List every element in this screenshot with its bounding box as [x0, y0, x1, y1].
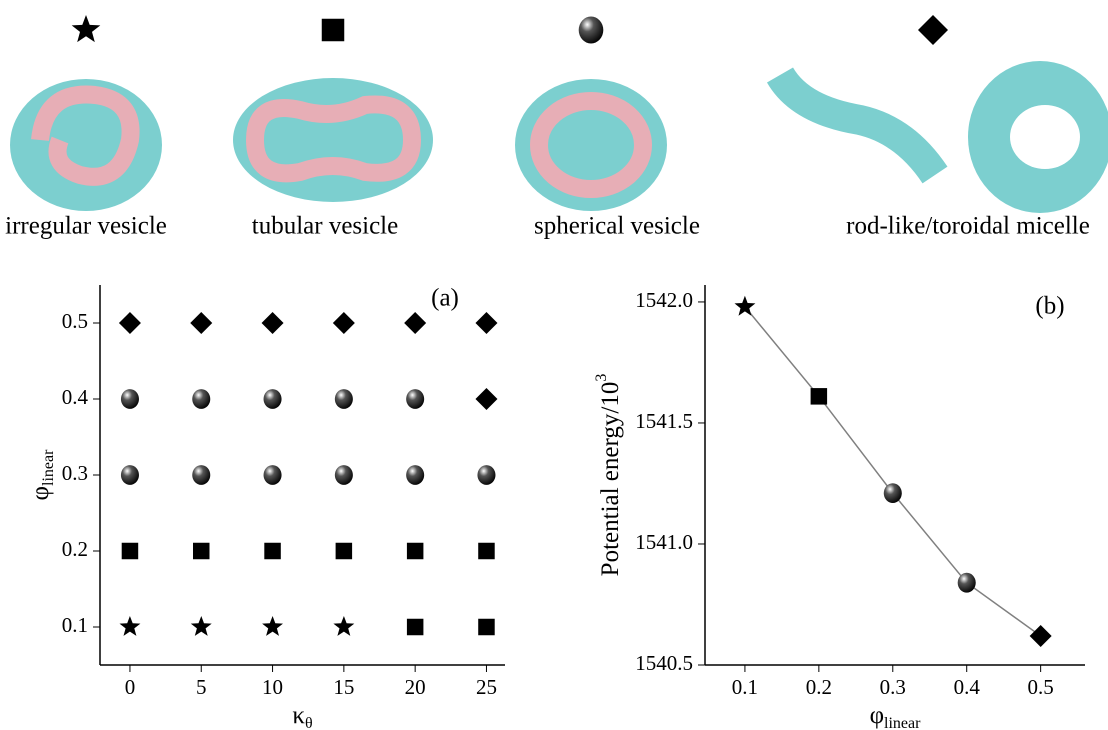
- y-tick-label: 0.2: [62, 537, 88, 561]
- y-tick-label: 0.4: [62, 385, 89, 409]
- y-tick-label: 1542.0: [635, 288, 693, 312]
- square-marker: [406, 618, 424, 636]
- x-tick-label: 5: [196, 675, 207, 699]
- diamond-marker: [1029, 624, 1052, 647]
- sphere-marker: [334, 389, 353, 409]
- star-marker: [71, 15, 101, 43]
- x-axis-label: φlinear: [870, 702, 922, 730]
- morphology-label: rod-like/toroidal micelle: [846, 213, 1090, 240]
- diamond-marker: [475, 388, 498, 410]
- y-tick-label: 1540.5: [635, 651, 693, 675]
- star-marker: [119, 616, 141, 636]
- x-axis-label-script: linear: [884, 715, 921, 730]
- x-tick-label: 0: [125, 675, 136, 699]
- diamond-marker: [332, 312, 355, 334]
- square-marker: [406, 542, 424, 560]
- y-axis-label: φlinear: [27, 449, 57, 501]
- y-tick-label: 0.1: [62, 613, 88, 637]
- sphere-marker: [477, 465, 496, 485]
- star-marker: [734, 295, 756, 316]
- x-axis-label-main: φ: [870, 702, 884, 729]
- square-marker: [121, 542, 139, 560]
- vesicle-layer: [31, 85, 140, 186]
- annotation: (a): [431, 285, 459, 312]
- diamond-marker: [118, 312, 141, 334]
- y-tick-label: 1541.0: [635, 530, 693, 554]
- x-tick-label: 0.1: [732, 675, 758, 699]
- square-marker: [321, 18, 345, 42]
- x-tick-label: 0.5: [1028, 675, 1054, 699]
- y-axis-label-script: 3: [593, 374, 610, 382]
- data-line: [744, 306, 1042, 637]
- sphere-marker: [406, 389, 425, 409]
- sphere-marker: [334, 465, 353, 485]
- x-tick-label: 0.4: [954, 675, 981, 699]
- square-marker: [478, 542, 495, 560]
- morphology-label: tubular vesicle: [252, 213, 398, 240]
- morphology-label: spherical vesicle: [534, 213, 700, 240]
- square-marker: [810, 388, 828, 405]
- x-tick-label: 20: [405, 675, 426, 699]
- star-marker: [262, 616, 283, 636]
- x-tick-label: 10: [262, 675, 283, 699]
- square-marker: [193, 542, 210, 560]
- square-marker: [264, 542, 281, 560]
- y-tick-label: 0.5: [62, 309, 88, 333]
- sphere-marker: [120, 389, 139, 409]
- diamond-marker: [918, 15, 948, 45]
- structure-images: [10, 61, 1108, 213]
- vesicle-layer: [245, 95, 422, 183]
- y-axis-label-main: φ: [27, 486, 54, 500]
- diamond-marker: [475, 312, 498, 334]
- y-axis-label-script: linear: [40, 449, 57, 486]
- x-axis-label-script: θ: [305, 715, 313, 730]
- y-axis-label: Potential energy/103: [593, 374, 624, 577]
- toroid-hole: [1010, 105, 1080, 169]
- square-marker: [478, 618, 495, 636]
- y-tick-label: 0.3: [62, 461, 88, 485]
- sphere-marker: [957, 572, 976, 593]
- sphere-marker: [263, 389, 282, 409]
- diamond-marker: [190, 312, 213, 334]
- vesicle-layer: [530, 92, 652, 198]
- sphere-marker: [263, 465, 282, 485]
- y-axis-label-main: Potential energy/10: [597, 382, 624, 577]
- x-tick-label: 15: [333, 675, 354, 699]
- x-axis-label: κθ: [292, 702, 312, 730]
- star-marker: [190, 616, 212, 636]
- annotation: (b): [1035, 293, 1064, 320]
- sphere-marker: [192, 389, 211, 409]
- star-marker: [333, 616, 355, 636]
- y-tick-label: 1541.5: [635, 409, 693, 433]
- rod-image: [766, 66, 948, 184]
- x-axis-label-main: κ: [292, 702, 305, 729]
- square-marker: [335, 542, 353, 560]
- sphere-marker: [192, 465, 211, 485]
- sphere-marker: [883, 483, 902, 504]
- x-tick-label: 0.2: [806, 675, 832, 699]
- sphere-marker: [406, 465, 425, 485]
- x-tick-label: 25: [476, 675, 497, 699]
- diamond-marker: [404, 312, 427, 334]
- sphere-marker: [120, 465, 139, 485]
- sphere-marker: [578, 16, 604, 44]
- diamond-marker: [261, 312, 284, 334]
- morphology-label: irregular vesicle: [5, 213, 167, 240]
- x-tick-label: 0.3: [880, 675, 906, 699]
